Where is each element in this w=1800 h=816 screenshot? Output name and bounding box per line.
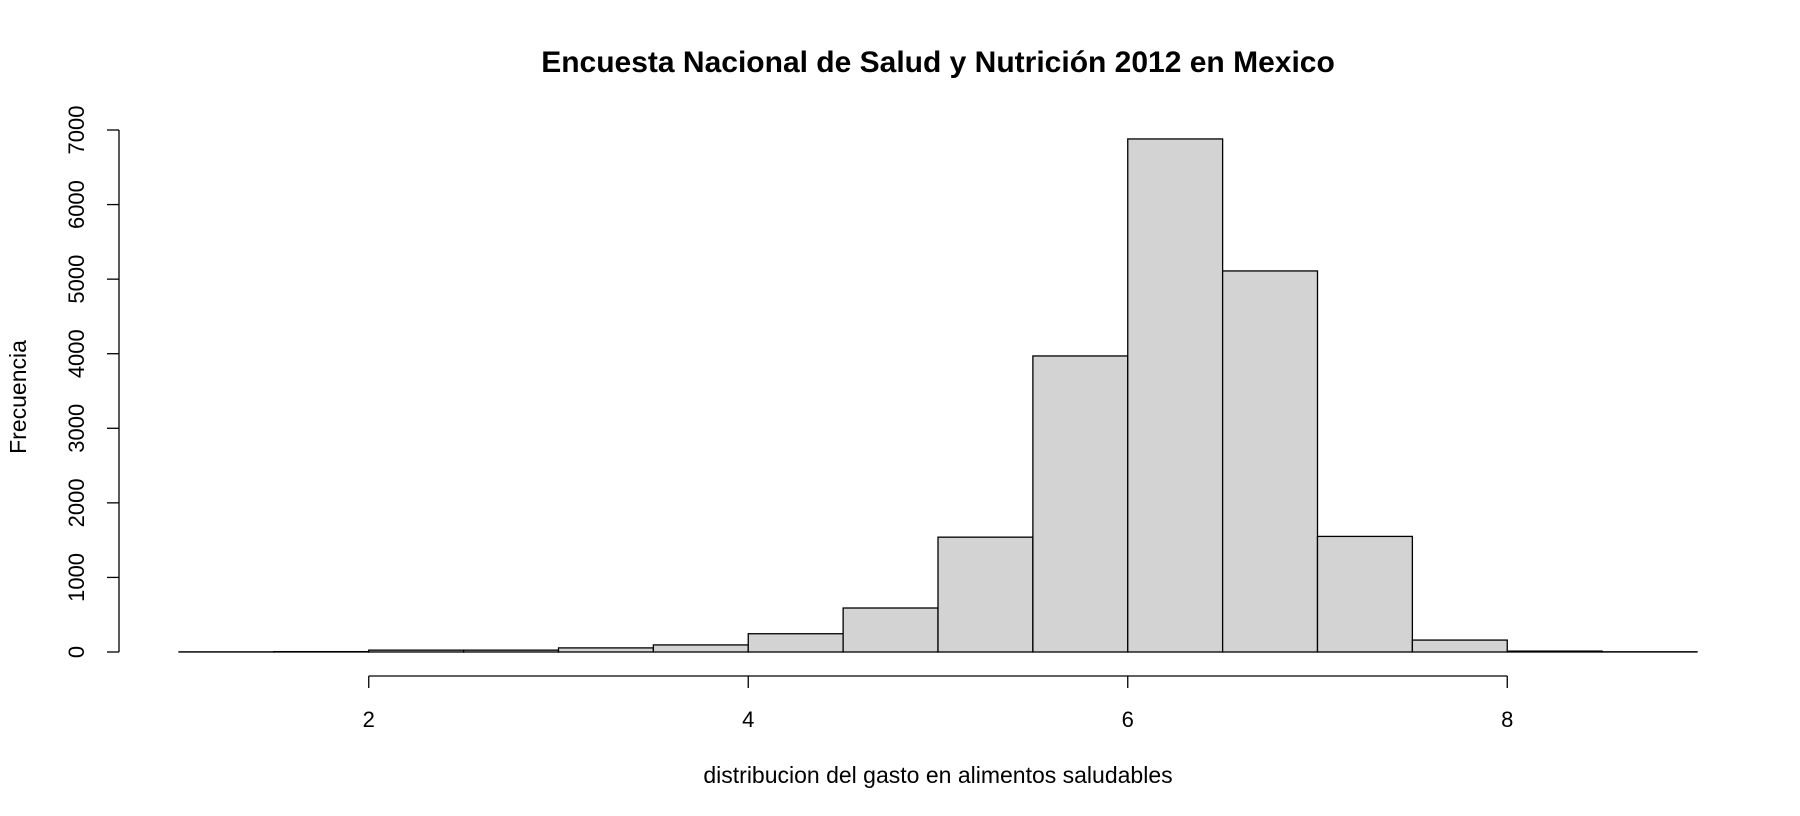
x-axis: 2 4 6 8 [363,675,1513,732]
bars-group [178,138,1698,653]
y-axis-label: Frecuencia [5,340,31,454]
histogram-bar-4 [557,647,655,653]
histogram-bar-13 [1411,639,1508,653]
histogram-bar-9 [1032,355,1129,653]
histogram-bar-3 [462,649,560,653]
histogram-bar-11 [1221,270,1319,653]
y-tick-label-5000: 5000 [64,255,89,304]
histogram-bar-6 [747,633,844,653]
y-tick-label-1000: 1000 [64,553,89,602]
histogram-bar-12 [1316,535,1414,653]
histogram-bar-2 [368,649,465,653]
x-axis-label: distribucion del gasto en alimentos salu… [703,762,1172,788]
chart-title: Encuesta Nacional de Salud y Nutrición 2… [541,46,1335,79]
y-tick-label-6000: 6000 [64,180,89,229]
y-tick-label-3000: 3000 [64,404,89,453]
x-tick-label-6: 6 [1122,707,1134,732]
x-tick-label-2: 2 [363,707,375,732]
y-tick-label-4000: 4000 [64,329,89,378]
histogram-bar-14 [1506,650,1603,653]
x-tick-label-4: 4 [742,707,754,732]
y-tick-label-0: 0 [64,646,89,658]
y-tick-label-2000: 2000 [64,478,89,527]
histogram-bar-7 [842,607,939,653]
y-tick-label-7000: 7000 [64,106,89,155]
histogram-bar-10 [1127,138,1224,653]
x-tick-label-8: 8 [1501,707,1513,732]
histogram-bar-5 [652,644,749,653]
y-axis: 0 1000 2000 3000 4000 5000 6000 7000 [64,106,120,658]
histogram-bar-8 [937,536,1034,653]
